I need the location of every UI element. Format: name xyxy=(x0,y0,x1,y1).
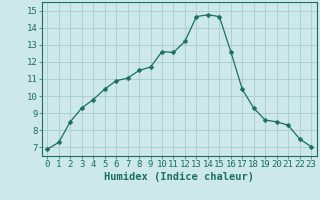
X-axis label: Humidex (Indice chaleur): Humidex (Indice chaleur) xyxy=(104,172,254,182)
